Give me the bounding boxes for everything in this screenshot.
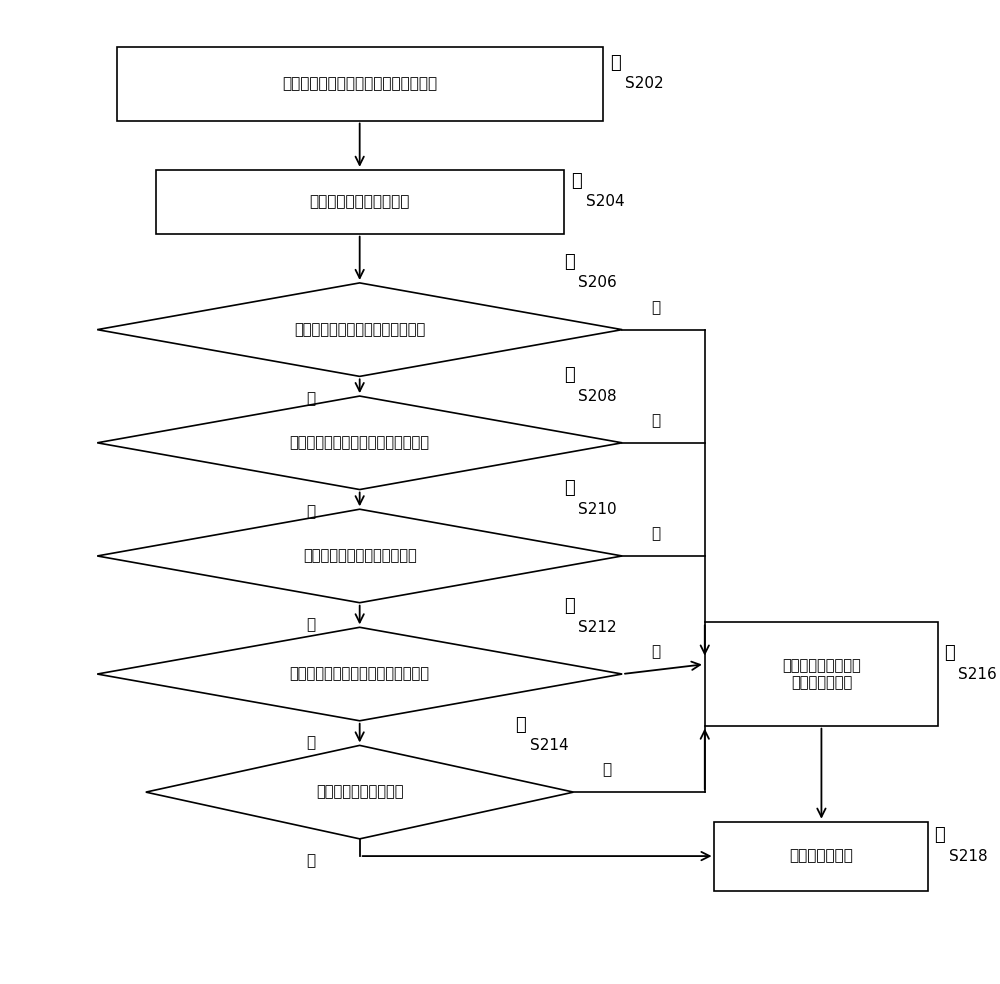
Text: 判断感温包故障自检测过程是否完成: 判断感温包故障自检测过程是否完成 [290,435,430,451]
Text: S210: S210 [578,502,617,517]
Text: 是: 是 [307,735,316,751]
Text: 是: 是 [307,504,316,520]
Text: 判断工作模式自动切换过程是否完成: 判断工作模式自动切换过程是否完成 [290,666,430,682]
Text: 否: 否 [651,300,660,315]
Text: 否: 否 [651,413,660,428]
Text: 判断温度自检测过程是否完成: 判断温度自检测过程是否完成 [303,548,417,564]
FancyBboxPatch shape [117,46,603,120]
Text: 否: 否 [651,526,660,541]
Text: ⌒: ⌒ [610,54,621,72]
Text: 按下遥控器上的组合按键: 按下遥控器上的组合按键 [309,194,410,210]
FancyBboxPatch shape [705,622,938,725]
Polygon shape [97,510,622,602]
Text: ⌒: ⌒ [934,827,945,844]
Polygon shape [97,282,622,376]
Text: S218: S218 [949,848,987,864]
Text: ⌒: ⌒ [564,597,575,616]
Polygon shape [97,628,622,720]
Text: 空调器自动关机: 空调器自动关机 [789,848,853,864]
Text: S212: S212 [578,620,617,635]
Text: ⌒: ⌒ [564,366,575,384]
Text: S208: S208 [578,389,617,403]
Text: 是: 是 [307,853,316,869]
Text: 故障检测过程中断，
蜂鸣器报警提示: 故障检测过程中断， 蜂鸣器报警提示 [782,658,861,690]
Text: ⌒: ⌒ [944,645,955,662]
Text: S216: S216 [958,666,997,682]
Polygon shape [97,396,622,489]
Text: 是: 是 [307,391,316,406]
Text: 是: 是 [307,618,316,633]
Text: S206: S206 [578,276,617,290]
Text: 否: 否 [651,645,660,659]
Text: ⌒: ⌒ [572,172,582,190]
Text: S204: S204 [586,194,625,210]
Text: ⌒: ⌒ [515,715,526,734]
Text: S214: S214 [530,738,568,753]
Text: ⌒: ⌒ [564,253,575,271]
FancyBboxPatch shape [156,169,564,233]
Text: ⌒: ⌒ [564,479,575,497]
FancyBboxPatch shape [714,822,928,891]
Text: 否: 否 [603,763,612,777]
Polygon shape [146,746,574,838]
Text: 风机盘管上电，按下遥控器上的开机键: 风机盘管上电，按下遥控器上的开机键 [282,76,437,92]
Text: 判断各个负载是否开启: 判断各个负载是否开启 [316,784,403,800]
Text: S202: S202 [625,76,664,92]
Text: 判断显示灯板自检测过程是否完成: 判断显示灯板自检测过程是否完成 [294,322,425,338]
